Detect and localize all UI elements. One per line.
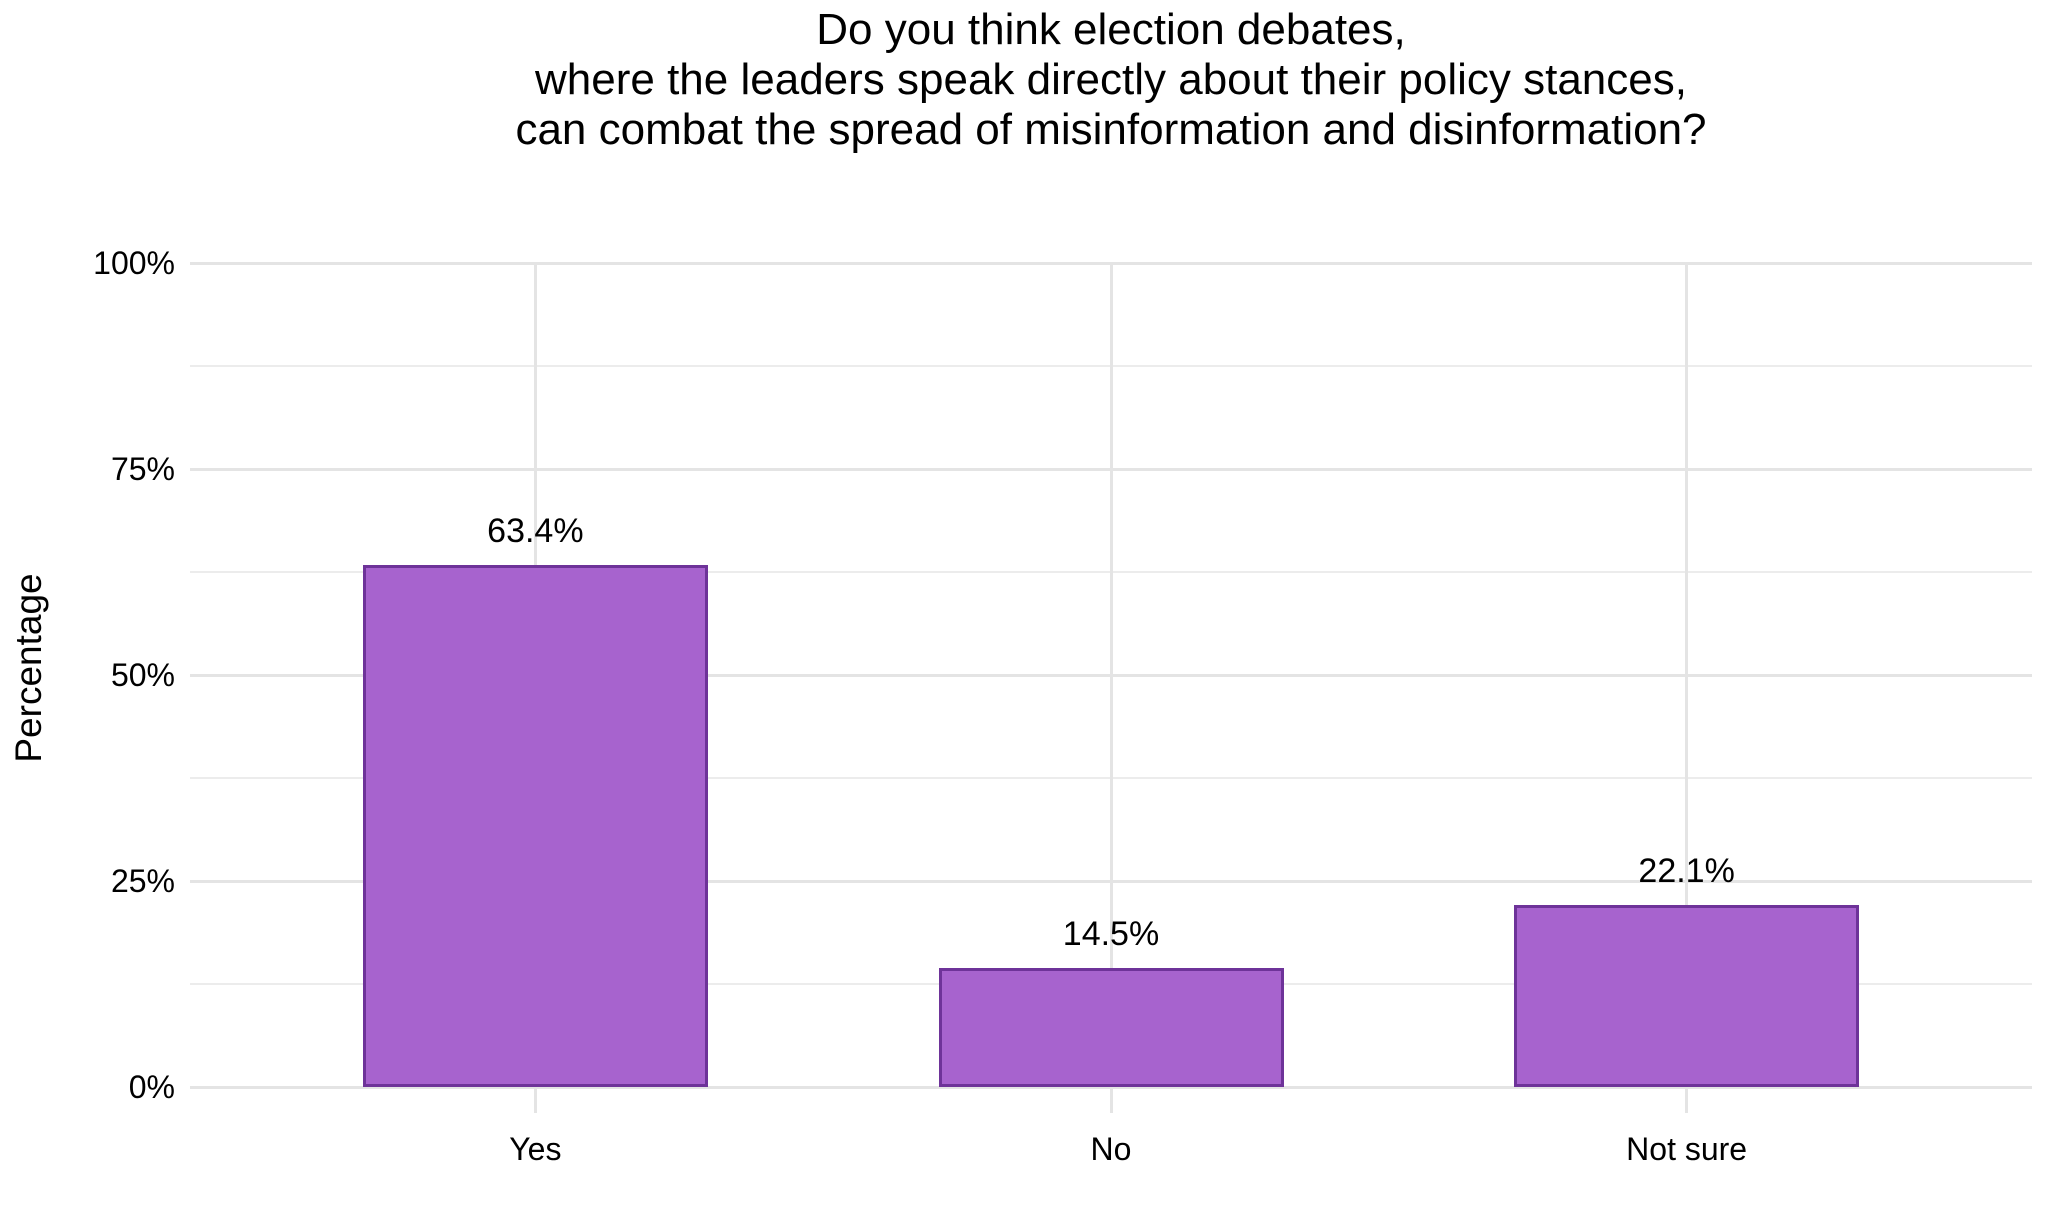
x-axis-tick — [533, 1087, 537, 1113]
x-category-label: Not sure — [1626, 1131, 1748, 1167]
y-tick-label: 25% — [110, 863, 175, 899]
x-axis-tick — [1685, 1087, 1689, 1113]
bar-value-label: 14.5% — [1062, 914, 1160, 953]
y-tick-label: 0% — [128, 1069, 175, 1105]
y-tick-label: 75% — [110, 451, 175, 487]
bar — [362, 564, 708, 1087]
y-tick-label: 50% — [110, 657, 175, 693]
chart-title: Do you think election debates, where the… — [515, 5, 1707, 154]
x-category-label: No — [1090, 1131, 1132, 1167]
category-gridline — [1685, 263, 1689, 1087]
y-tick-label: 100% — [93, 245, 175, 281]
x-category-label: Yes — [509, 1131, 562, 1167]
bar-value-label: 63.4% — [487, 511, 584, 550]
bar-value-label: 22.1% — [1638, 851, 1735, 890]
x-axis-tick — [1109, 1087, 1113, 1113]
bar — [1514, 904, 1860, 1087]
bar — [938, 967, 1284, 1087]
category-gridline — [1109, 263, 1113, 1087]
